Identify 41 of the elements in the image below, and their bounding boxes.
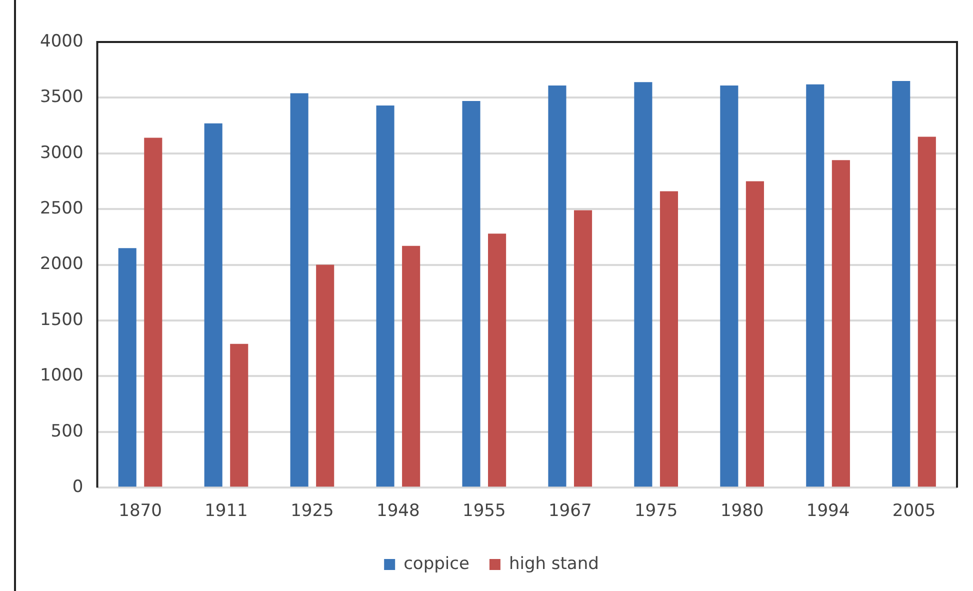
y-tick-label: 500 [50, 421, 84, 442]
x-tick-label: 1994 [806, 501, 850, 522]
x-tick-label: 1925 [290, 501, 334, 522]
x-tick-label: 2005 [892, 501, 936, 522]
x-tick-label: 1975 [634, 501, 678, 522]
bar [746, 181, 764, 487]
bar [574, 210, 592, 487]
bar [316, 264, 334, 487]
y-tick-label: 0 [72, 477, 84, 498]
bar [832, 160, 850, 487]
bar [462, 101, 480, 487]
legend-label: coppice [404, 554, 470, 574]
legend-label: high stand [508, 554, 599, 574]
bar [488, 234, 506, 487]
bar [634, 82, 652, 487]
bar [720, 85, 738, 487]
bar [806, 84, 824, 487]
x-tick-label: 1948 [376, 501, 420, 522]
y-tick-label: 1000 [40, 366, 84, 386]
bar [548, 85, 566, 487]
bar [230, 344, 248, 487]
y-tick-label: 3500 [40, 87, 84, 108]
bar [376, 106, 394, 487]
bar [118, 248, 136, 487]
bar [892, 80, 910, 487]
x-tick-label: 1911 [204, 501, 248, 522]
y-tick-label: 2500 [40, 198, 84, 219]
x-tick-label: 1955 [462, 501, 506, 522]
y-tick-label: 4000 [40, 31, 84, 52]
y-tick-label: 1500 [40, 310, 84, 330]
x-tick-label: 1870 [118, 501, 162, 522]
bar [660, 191, 678, 487]
bar [144, 138, 162, 487]
x-tick-label: 1967 [548, 501, 592, 522]
bar [918, 136, 936, 487]
y-tick-label: 2000 [40, 254, 84, 274]
bar [204, 123, 222, 487]
x-tick-label: 1980 [720, 501, 764, 522]
y-tick-label: 3000 [40, 142, 84, 163]
bar [290, 93, 308, 487]
bar [402, 246, 420, 487]
